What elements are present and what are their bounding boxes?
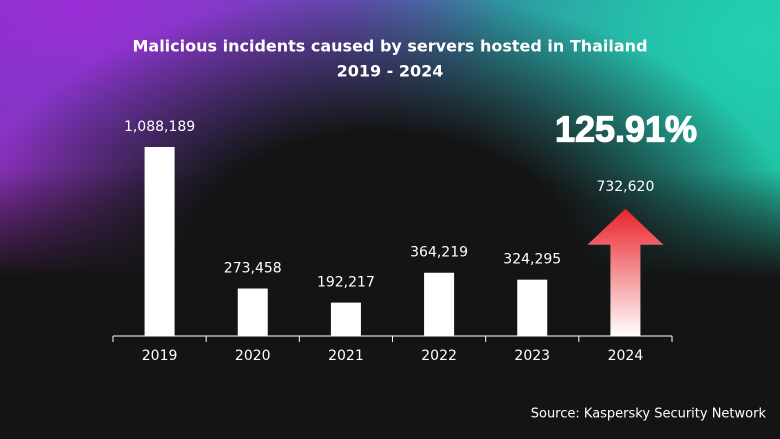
bar <box>424 272 455 336</box>
x-tick-label: 2022 <box>421 348 457 364</box>
bar <box>517 279 548 336</box>
bar <box>330 302 361 336</box>
value-label: 364,219 <box>410 245 468 261</box>
value-label: 192,217 <box>317 275 375 291</box>
x-tick-label: 2021 <box>328 348 364 364</box>
x-tick-label: 2023 <box>514 348 550 364</box>
highlight-arrow <box>587 208 664 336</box>
source-note: Source: Kaspersky Security Network <box>531 407 767 422</box>
bar <box>237 288 268 336</box>
value-label: 1,088,189 <box>124 119 195 135</box>
bar <box>144 147 175 336</box>
growth-annotation: 125.91% <box>555 109 697 150</box>
chart-title: Malicious incidents caused by servers ho… <box>132 37 647 56</box>
value-label: 732,620 <box>596 179 654 195</box>
x-tick-label: 2019 <box>142 348 178 364</box>
chart-subtitle: 2019 - 2024 <box>337 62 444 81</box>
value-label: 324,295 <box>503 252 561 268</box>
x-tick-label: 2020 <box>235 348 271 364</box>
value-label: 273,458 <box>224 261 282 277</box>
x-tick-label: 2024 <box>608 348 644 364</box>
